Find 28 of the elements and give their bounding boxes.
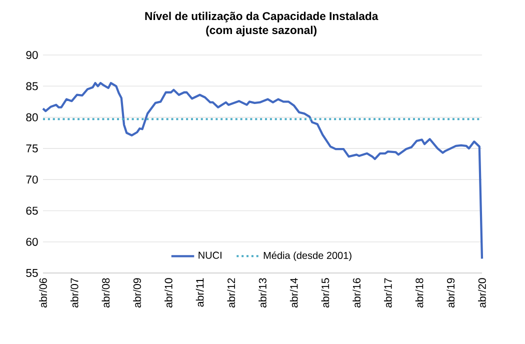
x-tick-label: abr/18 (415, 278, 424, 308)
y-tick-label: 80 (26, 113, 38, 122)
x-tick-label: abr/20 (478, 278, 486, 308)
legend-label: Média (desde 2001) (264, 252, 352, 261)
line-series (42, 82, 484, 260)
x-tick-label: abr/08 (102, 278, 110, 308)
x-tick-label: abr/06 (39, 278, 47, 308)
x-tick-label: abr/15 (321, 278, 330, 308)
x-tick-label: abr/19 (446, 278, 455, 308)
legend-label: NUCI (198, 252, 222, 259)
x-tick-label: abr/09 (133, 278, 141, 308)
y-tick-label: 65 (26, 206, 38, 215)
y-tick-label: 60 (26, 238, 38, 246)
x-tick-label: abr/11 (196, 278, 204, 307)
y-tick-label: 90 (26, 51, 38, 60)
x-tick-label: abr/17 (384, 278, 392, 308)
y-tick-label: 85 (26, 82, 38, 90)
x-tick-label: abr/10 (164, 278, 172, 308)
x-tick-label: abr/12 (227, 278, 236, 308)
y-tick-label: 70 (26, 176, 38, 184)
x-tick-label: abr/07 (70, 278, 78, 308)
chart-subtitle: (com ajuste sazonal) (206, 26, 316, 36)
y-tick-label: 75 (26, 144, 38, 152)
x-tick-label: abr/13 (258, 278, 266, 308)
x-tick-label: abr/16 (352, 278, 360, 308)
chart-title: Nível de utilização da Capacidade Instalada (145, 12, 378, 22)
x-tick-label: abr/14 (290, 278, 298, 308)
y-tick-label: 55 (26, 269, 38, 277)
